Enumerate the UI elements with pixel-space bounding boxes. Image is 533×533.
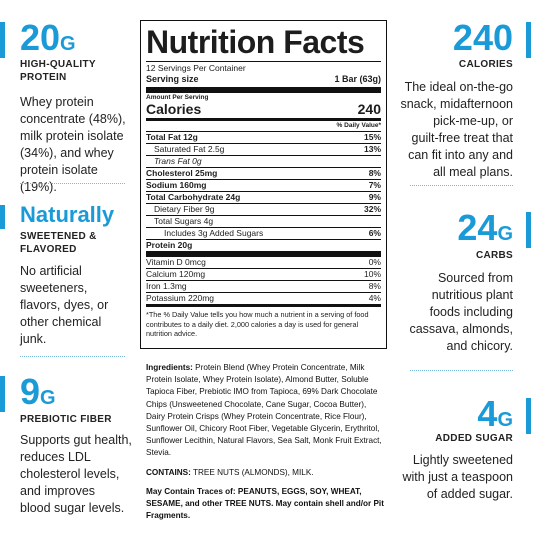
accent-bar (0, 22, 5, 58)
nutrient-row-total-carbohydrate: Total Carbohydrate 24g 9% (146, 192, 381, 202)
fiber-amount: 9G (20, 371, 56, 412)
contains-statement: CONTAINS: TREE NUTS (ALMONDS), MILK. (146, 467, 314, 477)
daily-value-header: % Daily Value* (336, 122, 381, 129)
accent-bar (526, 398, 531, 434)
vitamin-row-vitamin-d: Vitamin D 0mcg 0% (146, 257, 381, 267)
sugar-description: Lightly sweetened with just a teaspoon of … (402, 453, 514, 501)
divider (20, 356, 125, 357)
calories-row: Calories 240 (146, 101, 381, 117)
accent-bar (0, 376, 5, 412)
divider (410, 185, 513, 186)
accent-bar (526, 22, 531, 58)
ingredients-block: Ingredients: Protein Blend (Whey Protein… (146, 362, 384, 522)
nutrient-row-saturated-fat: Saturated Fat 2.5g 13% (154, 144, 381, 154)
accent-bar (0, 205, 5, 229)
nutrition-title: Nutrition Facts (146, 24, 365, 60)
fiber-label: PREBIOTIC FIBER (20, 414, 112, 425)
nutrient-row-total-sugars: Total Sugars 4g (154, 216, 214, 226)
vitamin-row-iron: Iron 1.3mg 8% (146, 281, 381, 291)
natural-description: No artificial sweeteners, flavors, dyes, o… (20, 264, 109, 346)
nutrient-row-protein: Protein 20g (146, 240, 193, 250)
accent-bar (526, 212, 531, 248)
protein-amount: 20G (20, 17, 76, 58)
servings-per-container: 12 Servings Per Container (146, 63, 246, 73)
sugar-amount: 4G (477, 393, 513, 434)
serving-size-row: Serving size 1 Bar (63g) (146, 74, 381, 84)
carbs-amount: 24G (457, 207, 513, 248)
divider (20, 183, 125, 184)
nutrition-facts-panel: Nutrition Facts 12 Servings Per Containe… (140, 20, 387, 349)
divider (410, 370, 513, 371)
ingredients-text: Ingredients: Protein Blend (Whey Protein… (146, 363, 382, 458)
protein-label: HIGH-QUALITY PROTEIN (20, 59, 96, 83)
nutrient-row-trans-fat: Trans Fat 0g (154, 156, 202, 166)
calories-description: The ideal on-the-go snack, midafternoon pi… (400, 80, 513, 179)
nutrient-row-added-sugars: Includes 3g Added Sugars 6% (164, 228, 381, 238)
calories-amount: 240 (452, 17, 513, 58)
carbs-label: CARBS (475, 250, 513, 261)
nutrient-row-cholesterol: Cholesterol 25mg 8% (146, 168, 381, 178)
traces-statement: May Contain Traces of: PEANUTS, EGGS, SO… (146, 486, 384, 521)
amount-per-serving: Amount Per Serving (146, 94, 209, 101)
sugar-label: ADDED SUGAR (435, 433, 513, 444)
nutrient-row-dietary-fiber: Dietary Fiber 9g 32% (154, 204, 381, 214)
vitamin-row-potassium: Potassium 220mg 4% (146, 293, 381, 303)
nutrient-row-total-fat: Total Fat 12g 15% (146, 132, 381, 142)
natural-heading: Naturally (20, 202, 115, 227)
nutrient-row-sodium: Sodium 160mg 7% (146, 180, 381, 190)
protein-description: Whey protein concentrate (48%), milk prote… (20, 95, 126, 194)
daily-value-footnote: *The % Daily Value tells you how much a … (146, 310, 369, 338)
vitamin-row-calcium: Calcium 120mg 10% (146, 269, 381, 279)
fiber-description: Supports gut health, reduces LDL cholester… (20, 433, 132, 515)
natural-label: SWEETENED & FLAVORED (20, 231, 97, 255)
calories-label: CALORIES (458, 59, 513, 70)
carbs-description: Sourced from nutritious plant foods includ… (409, 271, 513, 353)
